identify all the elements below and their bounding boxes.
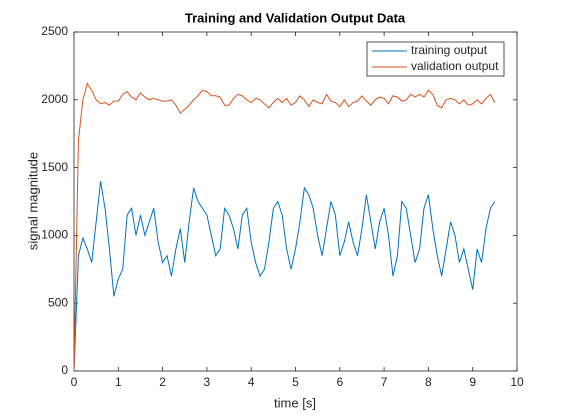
- x-tick-label: 3: [204, 375, 211, 389]
- x-tick-label: 7: [381, 375, 388, 389]
- x-tick-label: 5: [292, 375, 299, 389]
- y-tick-label: 1000: [41, 228, 68, 242]
- legend-box: [366, 41, 505, 77]
- series-line: [73, 181, 496, 372]
- x-tick-label: 1: [115, 375, 122, 389]
- x-tick-label: 10: [510, 375, 524, 389]
- x-tick-label: 4: [248, 375, 255, 389]
- x-tick-label: 0: [71, 375, 78, 389]
- legend-label: validation output: [411, 59, 499, 73]
- x-tick-label: 6: [336, 375, 343, 389]
- legend-label: training output: [411, 43, 488, 57]
- x-axis-label: time [s]: [274, 395, 316, 410]
- y-axis-label: signal magnitude: [25, 152, 40, 250]
- y-tick-label: 2500: [41, 24, 68, 38]
- plot-area: [73, 31, 518, 372]
- x-tick-label: 8: [425, 375, 432, 389]
- y-tick-label: 500: [48, 295, 68, 309]
- x-tick-label: 9: [469, 375, 476, 389]
- chart-title: Training and Validation Output Data: [185, 10, 406, 25]
- y-tick-label: 0: [61, 363, 68, 377]
- x-tick-label: 2: [159, 375, 166, 389]
- y-tick-label: 2000: [41, 92, 68, 106]
- series-line: [73, 82, 496, 372]
- y-tick-label: 1500: [41, 160, 68, 174]
